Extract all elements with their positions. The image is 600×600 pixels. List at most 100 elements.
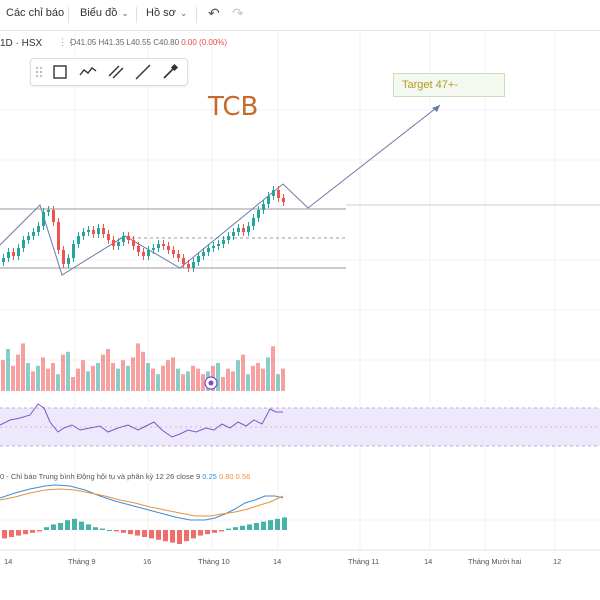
- macd-histogram-bar: [58, 523, 63, 530]
- volume-bar: [51, 363, 55, 391]
- time-axis-label: Tháng Mười hai: [468, 557, 522, 566]
- volume-bar: [156, 374, 160, 391]
- candle-body: [162, 244, 165, 246]
- candle-body: [57, 222, 60, 250]
- candle-body: [152, 248, 155, 250]
- candle-body: [262, 204, 265, 210]
- macd-histogram-bar: [282, 517, 287, 530]
- macd-histogram-bar: [16, 530, 21, 536]
- drag-handle-icon[interactable]: [34, 63, 52, 81]
- macd-title: 0 - Chỉ báo Trung bình Động hội tụ và ph…: [0, 472, 201, 481]
- toolbar-divider: [68, 7, 69, 23]
- price-channel[interactable]: [0, 204, 600, 269]
- ticker-annotation[interactable]: TCB: [208, 92, 259, 122]
- volume-bar: [266, 357, 270, 391]
- candle-body: [197, 256, 200, 262]
- volume-bar: [171, 357, 175, 391]
- macd-histogram-bar: [121, 530, 126, 533]
- macd-line: [0, 484, 284, 521]
- candle-body: [147, 250, 150, 256]
- rsi-panel: [0, 403, 600, 447]
- volume-bar: [26, 363, 30, 391]
- candle-body: [67, 258, 70, 264]
- volume-bar: [111, 363, 115, 391]
- symbol-header[interactable]: 1D · HSX: [0, 38, 42, 49]
- candle-body: [282, 198, 285, 202]
- volume-bar: [136, 343, 140, 391]
- macd-histogram-bar: [37, 530, 42, 532]
- volume-bar: [176, 368, 180, 391]
- signal-line: [0, 488, 284, 517]
- volume-bar: [11, 365, 15, 391]
- volume-bar: [221, 377, 225, 391]
- brush-icon[interactable]: [161, 63, 179, 81]
- volume-bar: [271, 346, 275, 391]
- volume-bar: [101, 354, 105, 391]
- macd-histogram-bar: [135, 530, 140, 536]
- volume-bar: [186, 371, 190, 391]
- macd-histogram-bar: [93, 527, 98, 530]
- time-axis-label: 14: [273, 557, 282, 566]
- time-axis-label: 16: [143, 557, 152, 566]
- candle-body: [212, 246, 215, 248]
- candle-body: [42, 212, 45, 226]
- volume-bar: [236, 360, 240, 391]
- volume-bar: [161, 365, 165, 391]
- volume-bar: [31, 371, 35, 391]
- macd-histogram-bar: [79, 521, 84, 530]
- profile-button[interactable]: Hồ sơ ⌄: [146, 7, 187, 19]
- volume-bar: [91, 365, 95, 391]
- volume-bar: [181, 374, 185, 391]
- volume-bar: [61, 354, 65, 391]
- top-toolbar: Các chỉ báo Biểu đồ ⌄ Hồ sơ ⌄ ↶ ↷: [0, 0, 600, 31]
- macd-histogram-bar: [184, 530, 189, 542]
- volume-bar: [36, 365, 40, 391]
- redo-icon[interactable]: ↷: [232, 5, 244, 21]
- candle-body: [127, 236, 130, 240]
- volume-bar: [106, 349, 110, 391]
- target-annotation[interactable]: Target 47+-: [393, 73, 505, 97]
- time-axis-label: 14: [4, 557, 13, 566]
- macd-histogram-bar: [149, 530, 154, 539]
- candle-body: [232, 232, 235, 236]
- candles: [2, 186, 285, 272]
- profile-label: Hồ sơ: [146, 7, 176, 19]
- macd-histogram-bar: [170, 530, 175, 543]
- rectangle-icon[interactable]: [51, 63, 69, 81]
- indicators-button[interactable]: Các chỉ báo: [6, 7, 65, 19]
- chevron-down-icon: ⌄: [121, 8, 129, 18]
- candle-body: [27, 236, 30, 240]
- volume-bar: [6, 349, 10, 391]
- macd-histogram-bar: [233, 527, 238, 530]
- time-axis[interactable]: 14 Tháng 9 16 Tháng 10 14 Tháng 11 14 Th…: [0, 552, 600, 572]
- candle-body: [32, 232, 35, 236]
- chart-type-button[interactable]: Biểu đồ ⌄: [80, 7, 129, 19]
- volume-bar: [196, 368, 200, 391]
- volume-bar: [276, 374, 280, 391]
- volume-bar: [141, 351, 145, 391]
- zigzag-projection[interactable]: [0, 104, 441, 276]
- trend-line-icon[interactable]: [134, 63, 152, 81]
- volume-bar: [21, 343, 25, 391]
- undo-icon[interactable]: ↶: [208, 5, 220, 21]
- candle-body: [167, 246, 170, 250]
- macd-histogram-bar: [205, 530, 210, 535]
- macd-histogram-bar: [247, 524, 252, 530]
- candle-body: [252, 218, 255, 226]
- volume-bar: [56, 374, 60, 391]
- path-icon[interactable]: [79, 63, 97, 81]
- volume-bar: [201, 374, 205, 391]
- time-axis-label: Tháng 11: [348, 557, 380, 566]
- candle-body: [207, 248, 210, 252]
- volume-bar: [241, 354, 245, 391]
- candle-body: [82, 232, 85, 236]
- candle-body: [12, 252, 15, 256]
- parallel-lines-icon[interactable]: [107, 63, 125, 81]
- drag-handle-icon: ⋮⋮: [58, 37, 76, 47]
- candle-body: [277, 190, 280, 198]
- candle-body: [137, 246, 140, 252]
- candle-body: [47, 210, 50, 212]
- macd-histogram-bar: [142, 530, 147, 537]
- candle-body: [52, 210, 55, 222]
